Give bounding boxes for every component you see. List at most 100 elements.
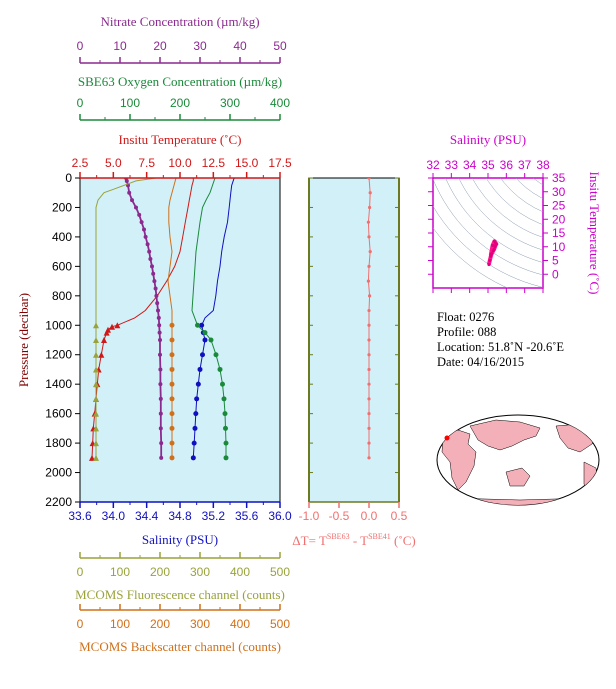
ts-salinity-tick-label: 38 bbox=[536, 158, 550, 172]
temperature-tick-label: 17.5 bbox=[268, 156, 292, 170]
delta-t-marker bbox=[366, 279, 370, 283]
ts-marker bbox=[492, 248, 496, 251]
fluorescence-tick-label: 400 bbox=[230, 565, 250, 579]
main-plot-area bbox=[79, 177, 281, 503]
delta-t-marker bbox=[367, 441, 371, 445]
nitrate-marker bbox=[157, 323, 162, 328]
ts-marker bbox=[492, 239, 496, 243]
temperature-tick-label: 5.0 bbox=[105, 156, 122, 170]
salinity-tick-label: 36.0 bbox=[268, 509, 292, 523]
pressure-tick-label: 1200 bbox=[45, 348, 72, 362]
temperature-tick-label: 12.5 bbox=[202, 156, 226, 170]
fluorescence-marker bbox=[93, 351, 99, 358]
salinity-marker bbox=[199, 322, 205, 328]
profile-date: Date: 04/16/2015 bbox=[437, 355, 524, 369]
ts-salinity-tick-label: 32 bbox=[426, 158, 440, 172]
salinity-axis-title: Salinity (PSU) bbox=[142, 532, 218, 547]
fluorescence-marker bbox=[93, 454, 99, 461]
salinity-tick-label: 33.6 bbox=[68, 509, 92, 523]
backscatter-marker bbox=[169, 440, 175, 446]
ts-temperature-tick-label: 20 bbox=[552, 212, 566, 226]
location: Location: 51.8˚N -20.6˚E bbox=[437, 340, 564, 354]
fluorescence-tick-label: 0 bbox=[77, 565, 84, 579]
oxygen-tick-label: 0 bbox=[77, 96, 84, 110]
pressure-tick-label: 400 bbox=[52, 230, 72, 244]
ts-salinity-tick-label: 36 bbox=[500, 158, 514, 172]
temperature-tick-label: 15.0 bbox=[235, 156, 259, 170]
pressure-tick-label: 1800 bbox=[45, 436, 72, 450]
ts-plot-area bbox=[432, 177, 544, 289]
nitrate-marker bbox=[148, 257, 153, 261]
nitrate-axis-title: Nitrate Concentration (µm/kg) bbox=[100, 14, 259, 29]
oxygen-profile-line bbox=[191, 178, 227, 458]
float-location-marker bbox=[444, 435, 450, 441]
salinity-tick-label: 34.4 bbox=[135, 509, 159, 523]
nitrate-marker bbox=[137, 212, 142, 217]
delta-t-line bbox=[367, 178, 371, 458]
landmass-africa-europe bbox=[441, 429, 477, 491]
salinity-marker bbox=[197, 366, 203, 372]
ts-marker bbox=[489, 253, 493, 257]
delta-t-marker bbox=[368, 294, 372, 298]
delta-t-marker bbox=[367, 338, 371, 342]
oxygen-axis: 0 100 200 300 400 bbox=[77, 96, 290, 121]
backscatter-marker bbox=[169, 337, 175, 343]
salinity-marker bbox=[192, 425, 198, 431]
ts-temperature-tick-label: 35 bbox=[552, 171, 566, 185]
salinity-axis: 33.6 34.0 34.4 34.8 35.2 35.6 36.0 bbox=[68, 501, 292, 523]
backscatter-marker bbox=[169, 425, 175, 431]
oxygen-marker bbox=[223, 455, 229, 461]
ts-temperature-tick-label: 15 bbox=[552, 226, 566, 240]
temperature-marker bbox=[101, 337, 107, 343]
delta-t-tick-label: 0.5 bbox=[391, 509, 408, 523]
salinity-tick-label: 35.6 bbox=[235, 509, 259, 523]
ts-marker bbox=[488, 259, 492, 262]
oxygen-axis-title: SBE63 Oxygen Concentration (µm/kg) bbox=[78, 74, 282, 89]
backscatter-marker bbox=[169, 396, 175, 402]
delta-t-marker bbox=[367, 426, 371, 430]
oxygen-marker bbox=[213, 352, 219, 358]
temperature-axis-title: Insitu Temperature (˚C) bbox=[118, 132, 241, 147]
ts-temperature-tick-label: 30 bbox=[552, 185, 566, 199]
temperature-marker bbox=[98, 351, 105, 358]
ts-salinity-tick-label: 33 bbox=[445, 158, 459, 172]
ts-salinity-tick-label: 37 bbox=[518, 158, 532, 172]
backscatter-marker bbox=[169, 322, 175, 328]
delta-t-marker bbox=[366, 220, 370, 224]
nitrate-marker bbox=[155, 301, 160, 306]
delta-t-marker bbox=[367, 323, 371, 327]
backscatter-tick-label: 0 bbox=[77, 617, 84, 631]
oxygen-marker bbox=[221, 396, 227, 402]
salinity-marker bbox=[200, 352, 205, 358]
pressure-tick-label: 1400 bbox=[45, 377, 72, 391]
nitrate-marker bbox=[143, 234, 148, 239]
fluorescence-marker bbox=[93, 410, 99, 417]
density-contour bbox=[517, 52, 616, 184]
delta-t-marker bbox=[367, 412, 371, 416]
backscatter-axis: 0 100 200 300 400 500 bbox=[77, 604, 290, 631]
backscatter-tick-label: 100 bbox=[110, 617, 130, 631]
oxygen-tick-label: 400 bbox=[270, 96, 290, 110]
oxygen-marker bbox=[223, 440, 229, 446]
pressure-axis: 0 200 400 600 800 1000 1200 1400 1600 1800 2000 220… bbox=[45, 171, 80, 509]
ts-marker bbox=[487, 263, 491, 267]
pressure-tick-label: 800 bbox=[52, 289, 72, 303]
nitrate-marker bbox=[130, 198, 134, 203]
nitrate-marker bbox=[156, 315, 161, 320]
backscatter-marker bbox=[169, 455, 175, 461]
salinity-marker bbox=[202, 337, 208, 343]
oxygen-marker bbox=[202, 330, 208, 336]
nitrate-marker bbox=[150, 264, 154, 269]
nitrate-tick-label: 40 bbox=[233, 39, 247, 53]
temperature-tick-label: 7.5 bbox=[138, 156, 155, 170]
fluorescence-axis: 0 100 200 300 400 500 bbox=[77, 552, 290, 579]
nitrate-tick-label: 50 bbox=[273, 39, 287, 53]
ts-salinity-title: Salinity (PSU) bbox=[450, 132, 526, 147]
salinity-marker bbox=[190, 455, 196, 461]
backscatter-tick-label: 300 bbox=[190, 617, 210, 631]
fluorescence-tick-label: 300 bbox=[190, 565, 210, 579]
delta-t-marker bbox=[367, 456, 371, 460]
delta-t-marker bbox=[368, 205, 372, 210]
